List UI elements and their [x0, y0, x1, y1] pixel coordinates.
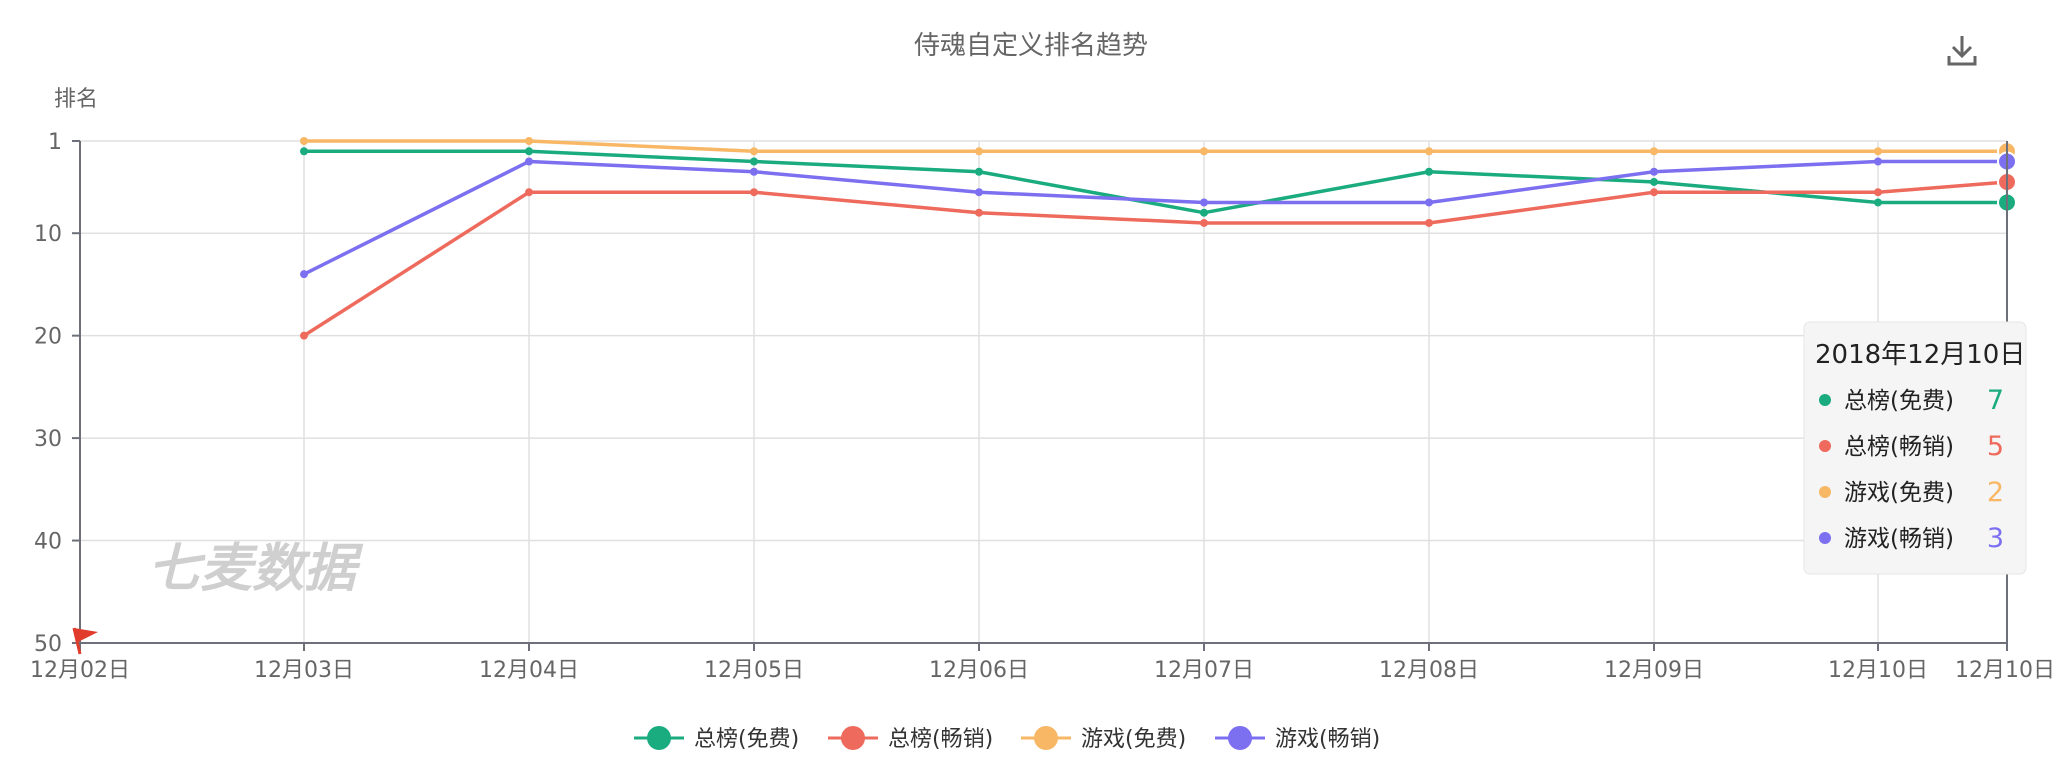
watermark: 七麦数据 [148, 539, 364, 599]
legend-item[interactable]: 游戏(畅销) [1215, 726, 1380, 752]
x-tick-label: 12月04日 [479, 658, 579, 683]
series-line [304, 139, 2007, 153]
y-tick-label: 1 [48, 130, 62, 155]
data-point[interactable] [1425, 147, 1433, 156]
y-axis-label: 排名 [54, 87, 98, 112]
tooltip-series-name: 总榜(免费) [1844, 388, 1954, 414]
data-point[interactable] [1874, 157, 1882, 166]
y-tick-label: 20 [34, 325, 62, 350]
tooltip-marker [1819, 532, 1831, 544]
data-point[interactable] [1200, 208, 1208, 217]
tooltip-series-name: 游戏(畅销) [1844, 526, 1954, 552]
tooltip-marker [1819, 394, 1831, 406]
data-point[interactable] [1425, 167, 1433, 176]
x-tick-label: 12月02日 [30, 658, 130, 683]
legend-label: 游戏(免费) [1081, 727, 1186, 752]
data-point[interactable] [300, 331, 308, 340]
download-icon[interactable] [1944, 30, 1980, 70]
data-point[interactable] [750, 188, 758, 197]
legend-item[interactable]: 游戏(免费) [1021, 726, 1186, 752]
data-point[interactable] [1200, 198, 1208, 207]
tooltip-marker [1819, 486, 1831, 498]
legend-item[interactable]: 总榜(畅销) [828, 726, 993, 752]
data-point[interactable] [300, 270, 308, 279]
data-point[interactable] [300, 137, 308, 145]
data-point[interactable] [1650, 177, 1658, 186]
x-tick-label: 12月10日 [1828, 658, 1928, 683]
tooltip-box [1803, 321, 2027, 575]
legend-marker [841, 726, 865, 750]
data-point[interactable] [1650, 188, 1658, 197]
data-point[interactable] [1425, 218, 1433, 227]
x-axis-ticks: 12月02日 12月03日 12月04日 12月05日 12月06日 12月07日 12月0… [30, 643, 2055, 683]
tooltip-series-value: 5 [1987, 431, 2004, 462]
x-tick-label: 12月10日 [1955, 658, 2055, 683]
x-tick-label: 12月03日 [254, 658, 354, 683]
data-point[interactable] [1874, 147, 1882, 156]
legend-marker [1228, 726, 1252, 750]
data-point[interactable] [750, 157, 758, 166]
data-point[interactable] [1200, 147, 1208, 156]
data-point[interactable] [750, 167, 758, 176]
data-point[interactable] [525, 157, 533, 166]
legend-label: 总榜(畅销) [888, 727, 993, 752]
legend-item[interactable]: 总榜(免费) [634, 726, 799, 752]
tooltip-series-value: 3 [1987, 523, 2004, 554]
legend-label: 游戏(畅销) [1275, 727, 1380, 752]
data-point[interactable] [975, 167, 983, 176]
series-line [303, 159, 2007, 276]
tooltip-series-value: 7 [1987, 385, 2004, 416]
legend-marker [647, 726, 671, 750]
tooltip-marker [1819, 440, 1831, 452]
chart-title: 侍魂自定义排名趋势 [914, 31, 1148, 61]
y-axis-ticks: 1 10 20 30 40 50 [34, 130, 80, 657]
data-point[interactable] [1425, 198, 1433, 207]
data-point[interactable] [1650, 167, 1658, 176]
data-point[interactable] [975, 208, 983, 217]
tooltip-series-value: 2 [1987, 477, 2004, 508]
data-point[interactable] [975, 188, 983, 197]
data-point[interactable] [1650, 147, 1658, 156]
data-point[interactable] [750, 147, 758, 156]
y-tick-label: 10 [34, 222, 62, 247]
x-tick-label: 12月07日 [1154, 658, 1254, 683]
tooltip-series-name: 总榜(畅销) [1844, 434, 1954, 460]
y-tick-label: 30 [34, 427, 62, 452]
y-tick-label: 40 [34, 530, 62, 555]
axes [79, 141, 2007, 644]
tooltip-series-name: 游戏(免费) [1844, 480, 1954, 506]
series-group [300, 137, 2017, 340]
data-point[interactable] [525, 137, 533, 145]
legend-marker [1034, 726, 1058, 750]
tooltip-title: 2018年12月10日 [1815, 340, 2025, 370]
data-point[interactable] [1874, 188, 1882, 197]
data-point[interactable] [975, 147, 983, 156]
data-point[interactable] [525, 188, 533, 197]
series-line [304, 149, 2007, 215]
legend-label: 总榜(免费) [694, 727, 799, 752]
data-point[interactable] [1874, 198, 1882, 207]
y-tick-label: 50 [34, 632, 62, 657]
data-point[interactable] [1200, 218, 1208, 227]
legend: 总榜(免费) 总榜(畅销) 游戏(免费) 游戏(畅销) [634, 726, 1380, 752]
x-tick-label: 12月05日 [704, 658, 804, 683]
x-tick-label: 12月08日 [1379, 658, 1479, 683]
flag-icon [72, 627, 98, 655]
data-point[interactable] [525, 147, 533, 156]
x-tick-label: 12月09日 [1604, 658, 1704, 683]
x-tick-label: 12月06日 [929, 658, 1029, 683]
data-point[interactable] [300, 147, 308, 156]
